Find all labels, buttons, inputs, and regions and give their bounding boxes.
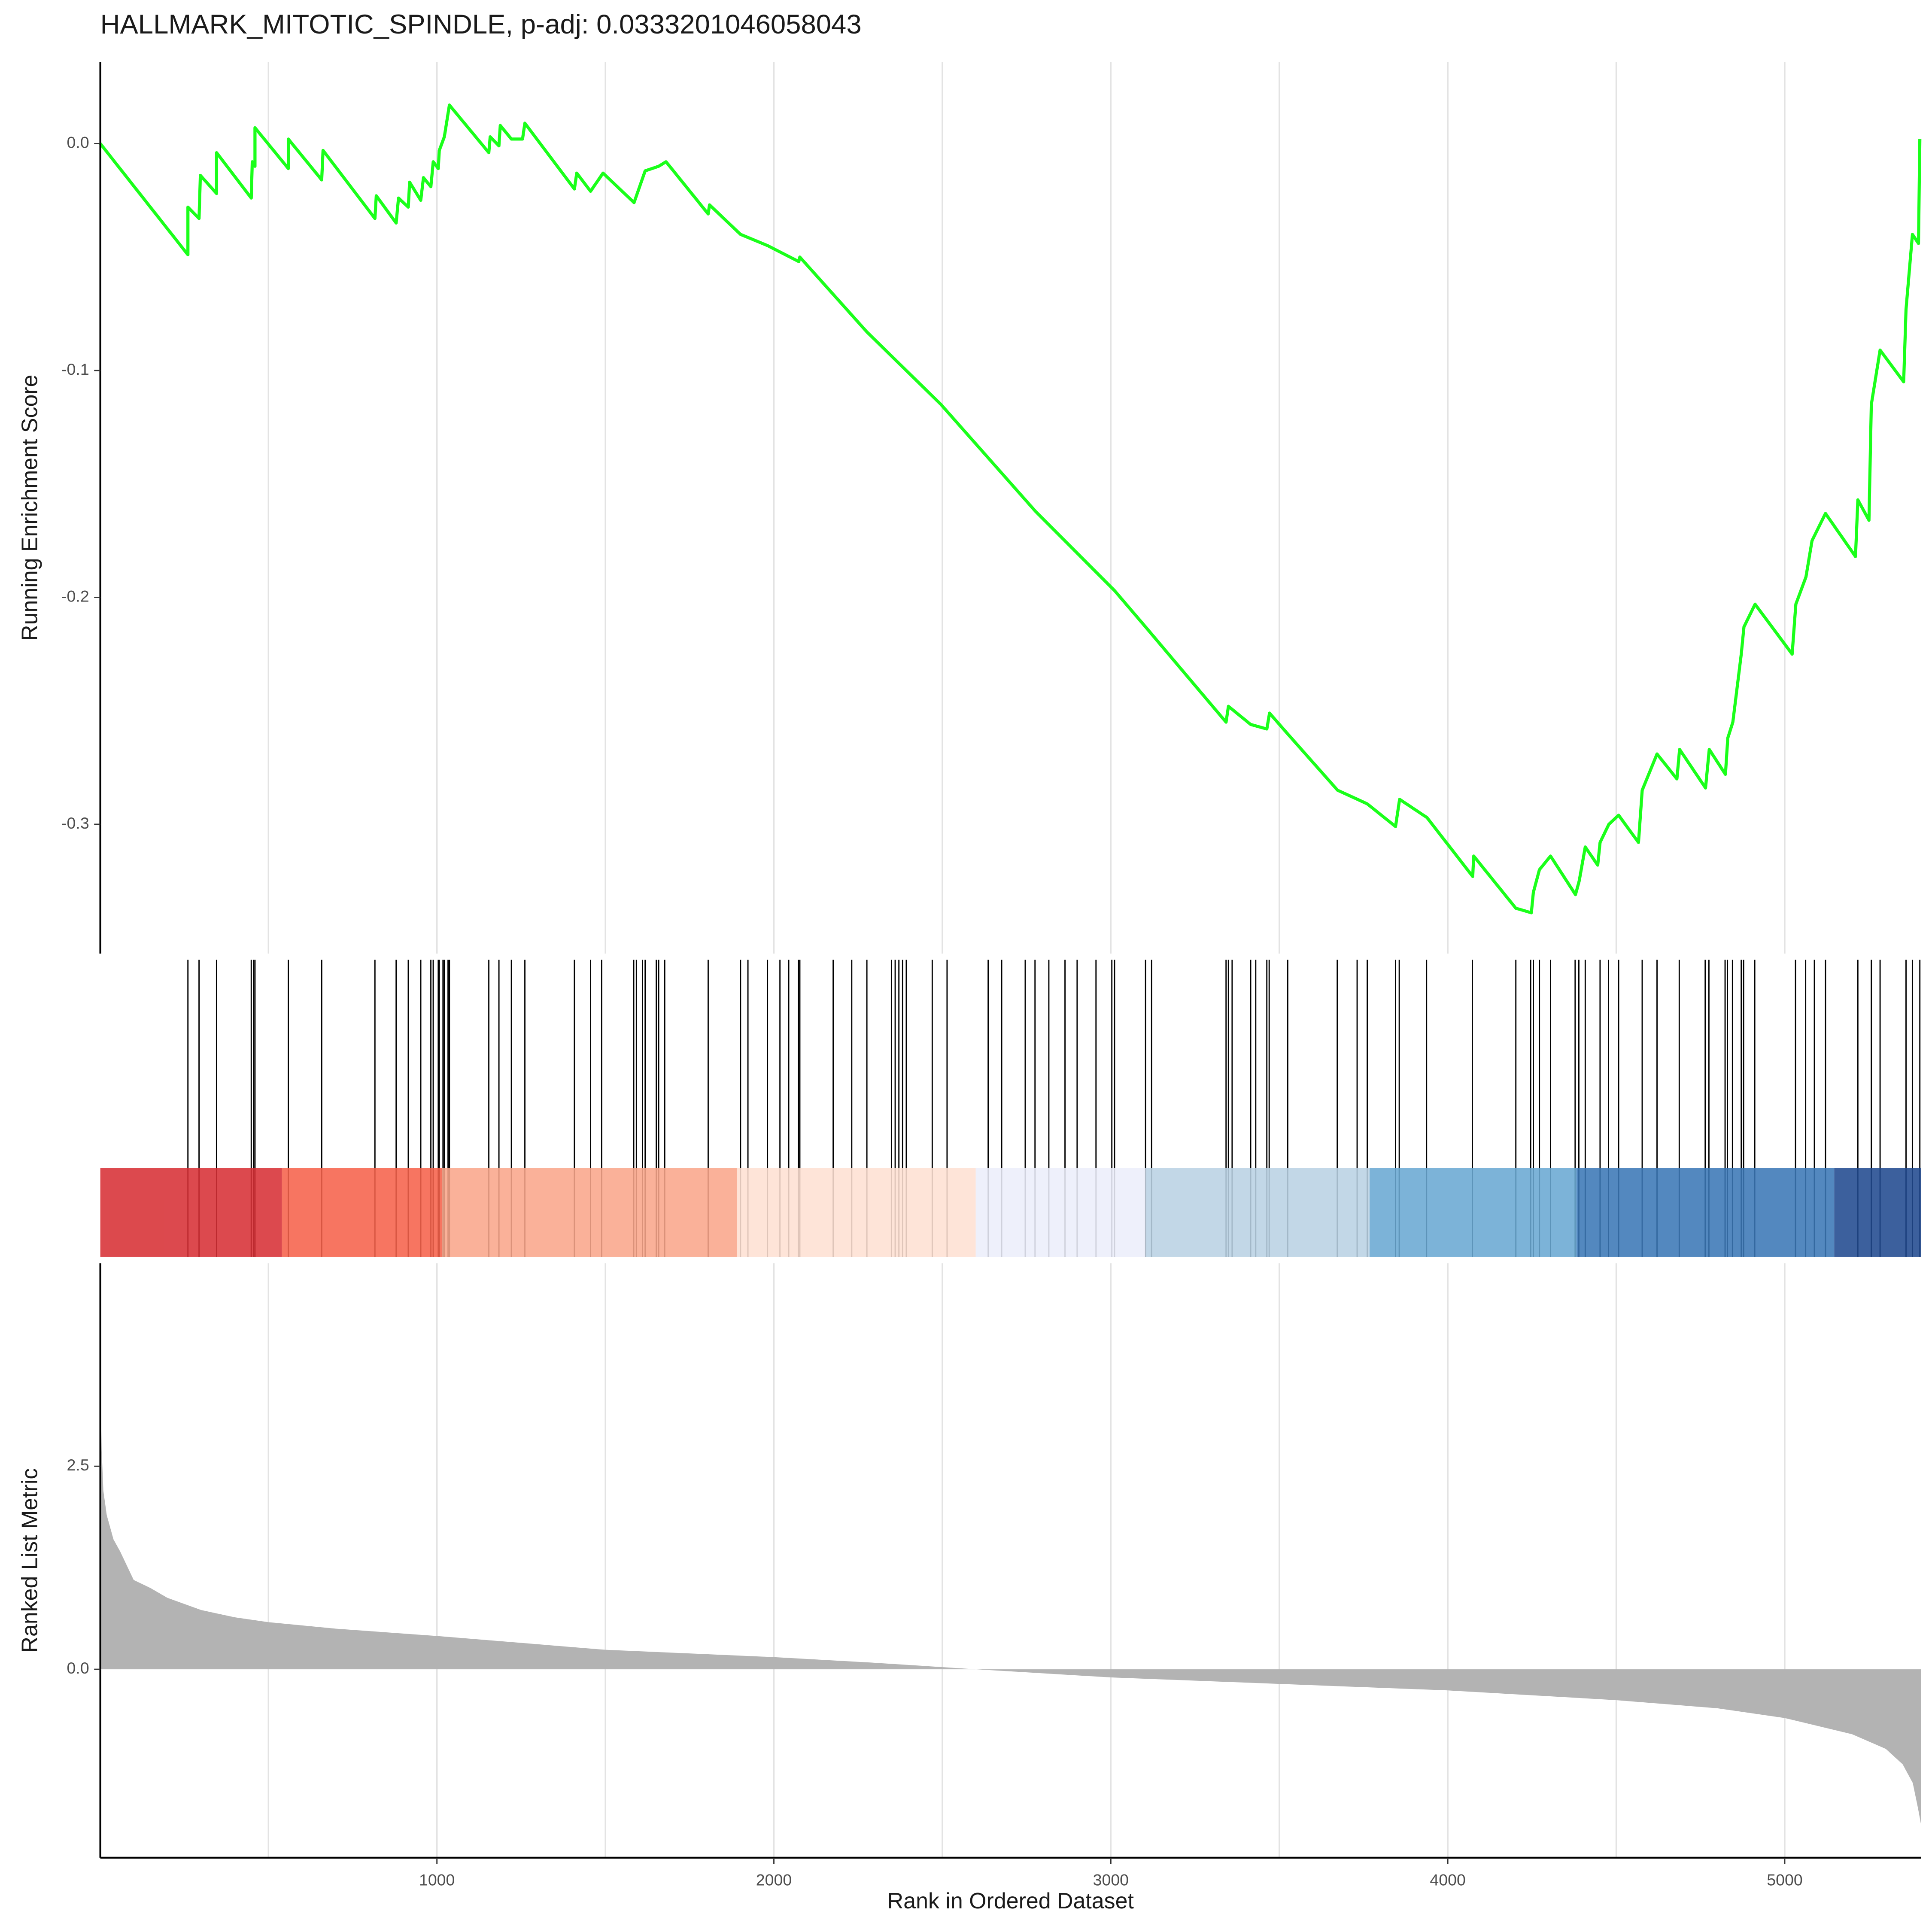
y-tick-label: -0.1 [61, 360, 89, 378]
y-tick-label: 2.5 [67, 1456, 89, 1474]
enrichment-line [99, 103, 1922, 914]
y-tick-label: -0.3 [61, 814, 89, 832]
rank-band [737, 1168, 976, 1257]
x-tick-label: 2000 [756, 1871, 792, 1889]
x-tick-label: 5000 [1767, 1871, 1802, 1889]
rank-band [282, 1168, 442, 1257]
y-tick-label: -0.2 [61, 587, 89, 605]
rank-band [1145, 1168, 1370, 1257]
x-tick-label: 1000 [419, 1871, 455, 1889]
x-axis-label: Rank in Ordered Dataset [887, 1889, 1134, 1914]
x-tick-label: 3000 [1093, 1871, 1129, 1889]
rank-band [1576, 1168, 1835, 1257]
y-tick-label: 0.0 [67, 1659, 89, 1677]
y-tick-label: 0.0 [67, 133, 89, 151]
x-tick-label: 4000 [1430, 1871, 1465, 1889]
rank-band [975, 1168, 1146, 1257]
y-axis-label: Running Enrichment Score [18, 375, 43, 641]
rank-band [100, 1168, 282, 1257]
chart-title: HALLMARK_MITOTIC_SPINDLE, p-adj: 0.03332… [100, 9, 862, 39]
rank-band [442, 1168, 737, 1257]
y-axis-label: Ranked List Metric [18, 1468, 43, 1653]
rank-band [1834, 1168, 1921, 1257]
metric-area [100, 1374, 1921, 1824]
rank-band [1370, 1168, 1577, 1257]
